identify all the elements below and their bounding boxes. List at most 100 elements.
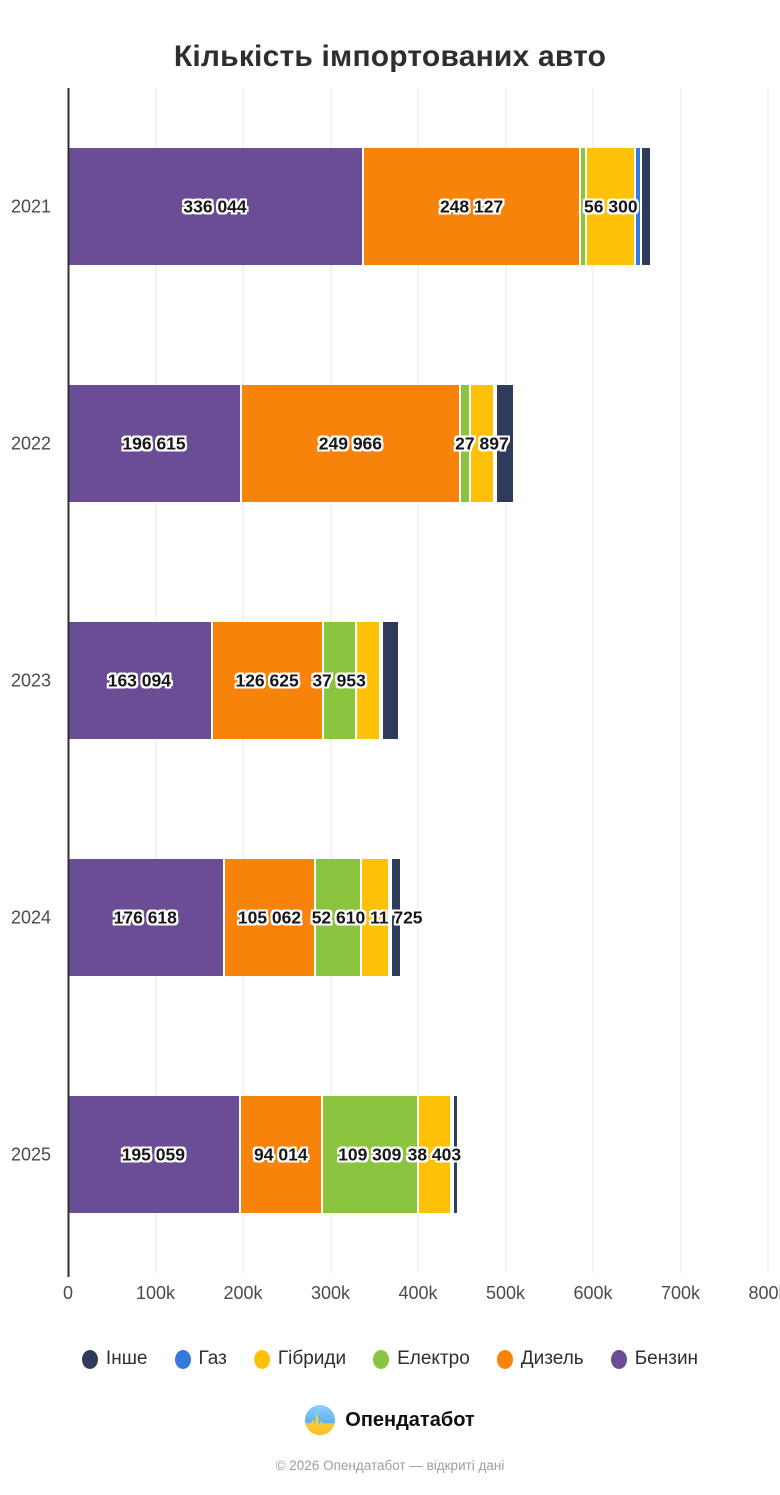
x-tick-label: 0 [62, 1283, 74, 1303]
x-tick-label: 500k [485, 1283, 526, 1303]
bar-row-2024: 2024 176 618 105 062 52 610 11 725 [11, 799, 768, 1036]
value-label: 38 403 [407, 1144, 462, 1164]
legend-item-elektro: Електро [373, 1348, 470, 1370]
segment-hibrydy-2022: 27 897 [455, 385, 509, 502]
segment-elektro-2022 [458, 385, 469, 502]
segment-haz-2025 [450, 1096, 453, 1213]
gridline [505, 88, 506, 1273]
value-label: 248 127 [439, 196, 504, 216]
year-label: 2025 [10, 1144, 51, 1164]
stacked-bar-2021: 336 044 248 127 56 300 [68, 148, 768, 265]
brand-footer: Опендатабот [0, 1404, 780, 1436]
segment-dyzel-2022: 249 966 [240, 385, 459, 502]
x-tick-label: 300k [310, 1283, 351, 1303]
value-label: 176 618 [113, 907, 177, 927]
legend-label: Інше [105, 1348, 148, 1369]
segment-dyzel-2021: 248 127 [362, 148, 580, 265]
segment-haz-2024 [388, 859, 391, 976]
segment-benzyn-2025: 195 059 [68, 1096, 239, 1213]
value-label: 196 615 [122, 433, 186, 453]
segment-elektro-2021 [579, 148, 586, 265]
segment-inshe-2021 [639, 148, 651, 265]
legend-item-dyzel: Дизель [496, 1348, 584, 1370]
bar-row-2022: 2022 196 615 249 966 27 897 [11, 325, 768, 562]
legend-label: Бензин [634, 1348, 699, 1369]
segment-benzyn-2021: 336 044 [68, 148, 363, 265]
segment-benzyn-2024: 176 618 [68, 859, 223, 976]
gridline [680, 88, 681, 1273]
chart-title: Кількість імпортованих авто [173, 40, 607, 73]
x-tick-label: 400k [398, 1283, 438, 1303]
legend: Інше Газ Гібриди Електро Дизель Бензин [0, 1344, 780, 1374]
value-label: 52 610 [311, 907, 366, 927]
plot-area: 2021 336 044 248 127 56 300 2022 196 615 249 9… [11, 88, 769, 1277]
legend-label: Газ [198, 1348, 227, 1369]
value-label: 195 059 [121, 1144, 185, 1164]
bar-row-2021: 2021 336 044 248 127 56 300 [11, 88, 768, 325]
stacked-bar-2024: 176 618 105 062 52 610 11 725 [68, 859, 768, 976]
legend-item-inshe: Інше [81, 1348, 148, 1370]
legend-marker-benzyn [610, 1349, 627, 1369]
opendatabot-logo-icon [305, 1405, 336, 1435]
legend-marker-inshe [81, 1349, 98, 1369]
segment-benzyn-2023: 163 094 [68, 622, 211, 739]
x-axis: 0 100k 200k 300k 400k 500k 600k 700k 800k [63, 1283, 780, 1307]
value-label: 56 300 [584, 196, 638, 216]
bar-row-2025: 2025 195 059 94 014 109 309 38 403 [11, 1036, 768, 1273]
legend-marker-hibrydy [253, 1349, 270, 1369]
stacked-bar-2025: 195 059 94 014 109 309 38 403 [68, 1096, 768, 1213]
segment-dyzel-2023: 126 625 [210, 622, 322, 739]
gridline [767, 88, 769, 1273]
segment-benzyn-2022: 196 615 [68, 385, 241, 502]
segment-elektro-2023: 37 953 [312, 622, 366, 739]
x-tick-label: 700k [660, 1283, 701, 1303]
value-label: 11 725 [369, 907, 423, 927]
value-label: 37 953 [312, 670, 366, 690]
legend-marker-dyzel [496, 1349, 513, 1369]
segment-hibrydy-2023 [354, 622, 380, 739]
segment-hibrydy-2021: 56 300 [584, 148, 638, 265]
x-tick-label: 800k [748, 1283, 780, 1303]
gridline [592, 88, 594, 1273]
year-label: 2022 [10, 433, 51, 453]
legend-item-hibrydy: Гібриди [253, 1348, 347, 1370]
segment-haz-2021 [634, 148, 640, 265]
x-tick-label: 600k [573, 1283, 613, 1303]
x-tick-label: 200k [223, 1283, 263, 1303]
legend-marker-haz [174, 1349, 191, 1369]
legend-marker-elektro [373, 1349, 390, 1369]
value-label: 105 062 [237, 907, 302, 927]
year-label: 2021 [10, 196, 51, 216]
segment-inshe-2025 [452, 1096, 458, 1213]
segment-haz-2023 [379, 622, 382, 739]
stacked-bar-2022: 196 615 249 966 27 897 [68, 385, 768, 502]
segment-dyzel-2025: 94 014 [238, 1096, 321, 1213]
brand-name: Опендатабот [345, 1408, 475, 1431]
value-label: 126 625 [235, 670, 299, 690]
segment-haz-2022 [493, 385, 496, 502]
x-tick-label: 100k [135, 1283, 176, 1303]
segment-elektro-2024: 52 610 [312, 859, 365, 976]
legend-label: Дизель [520, 1348, 584, 1369]
legend-item-benzyn: Бензин [610, 1348, 699, 1370]
legend-item-haz: Газ [174, 1348, 227, 1370]
y-axis-line [67, 88, 70, 1277]
gridline [417, 88, 419, 1273]
value-label: 163 094 [107, 670, 171, 690]
segment-inshe-2024: 11 725 [370, 859, 423, 976]
segment-elektro-2025: 109 309 [320, 1096, 417, 1213]
value-label: 109 309 [338, 1144, 402, 1164]
segment-hibrydy-2025: 38 403 [408, 1096, 461, 1213]
value-label: 94 014 [254, 1144, 308, 1164]
bar-rows: 2021 336 044 248 127 56 300 2022 196 615 249 9… [11, 88, 768, 1273]
bar-row-2023: 2023 163 094 126 625 37 953 [11, 562, 768, 799]
legend-label: Гібриди [277, 1348, 347, 1369]
segment-hibrydy-2024 [360, 859, 389, 976]
copyright-text: © 2026 Опендатабот — відкриті дані [275, 1458, 505, 1473]
stacked-bar-2023: 163 094 126 625 37 953 [68, 622, 768, 739]
segment-inshe-2023 [381, 622, 398, 739]
legend-label: Електро [397, 1348, 470, 1369]
year-label: 2024 [10, 907, 51, 927]
segment-dyzel-2024: 105 062 [222, 859, 315, 976]
segment-inshe-2022 [495, 385, 513, 502]
